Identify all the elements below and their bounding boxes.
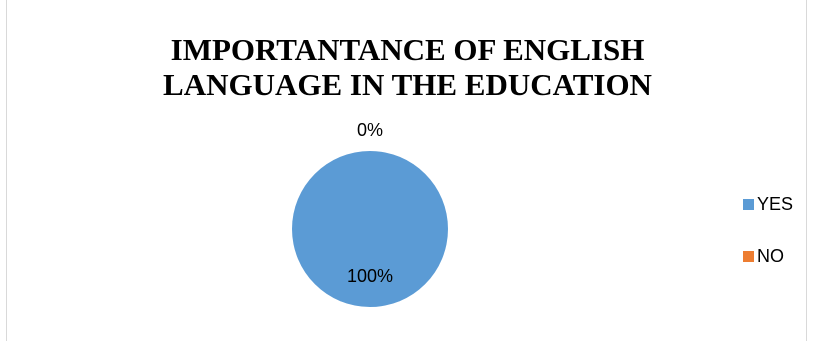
legend-item-no: NO [743,246,784,266]
legend-label-yes: YES [757,194,793,214]
chart-legend: YES NO [743,194,793,266]
chart-title: IMPORTANTANCE OF ENGLISH LANGUAGE IN THE… [163,32,652,102]
pie-data-labels: 100% 0% [347,120,393,286]
legend-swatch-yes [743,199,754,210]
pie-slice-yes [292,151,448,307]
data-label-no: 0% [357,120,383,140]
data-label-yes: 100% [347,266,393,286]
pie-slices [292,151,448,307]
legend-item-yes: YES [743,194,793,214]
chart-frame [6,0,807,341]
legend-swatch-no [743,251,754,262]
legend-label-no: NO [757,246,784,266]
